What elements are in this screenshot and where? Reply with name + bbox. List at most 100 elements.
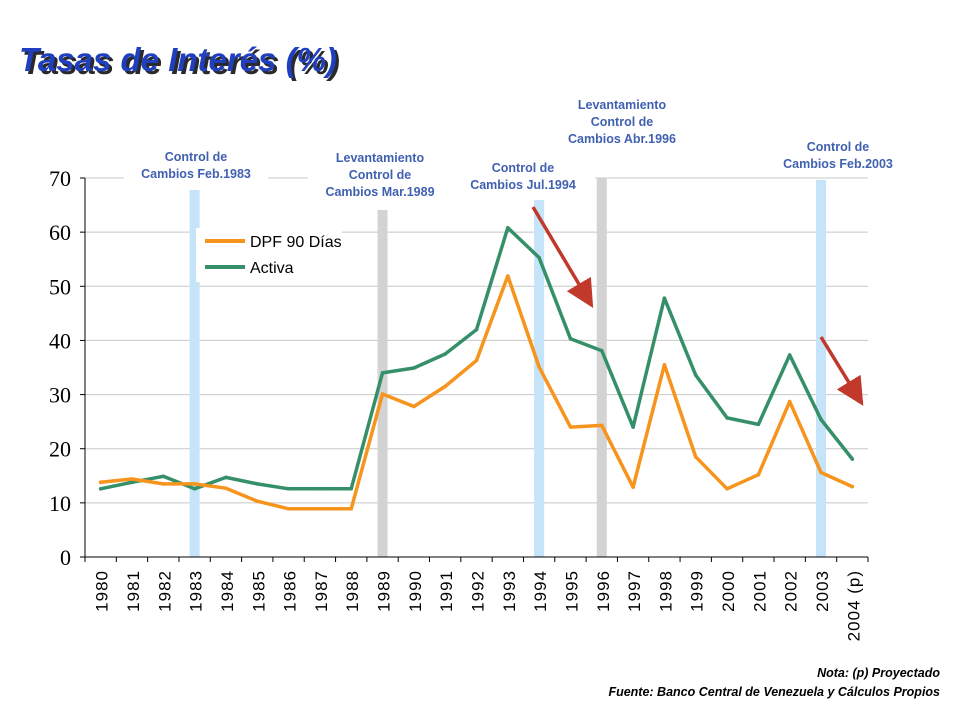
highlight-bands <box>189 178 827 557</box>
source-note: Fuente: Banco Central de Venezuela y Cál… <box>608 685 940 699</box>
x-tick-label: 1990 <box>406 570 425 612</box>
x-tick-label: 1995 <box>562 570 581 612</box>
annotation-label-1983: Cambios Feb.1983 <box>141 167 251 181</box>
annotation-label-1996: Levantamiento <box>578 98 667 112</box>
data-point <box>224 475 228 480</box>
data-point <box>662 362 667 367</box>
data-point <box>725 416 729 420</box>
legend-label-DPF 90 Días: DPF 90 Días <box>250 234 342 251</box>
chart-title: Tasas de Interés (%) <box>19 41 337 78</box>
data-point <box>255 482 260 486</box>
y-tick-label: 50 <box>49 274 71 299</box>
data-point <box>224 486 228 491</box>
data-point <box>286 507 291 511</box>
x-tick-label: 2002 <box>782 570 801 612</box>
data-point <box>192 482 197 486</box>
y-tick-label: 0 <box>60 545 71 570</box>
data-point <box>130 480 134 485</box>
annotation-bg <box>451 159 595 195</box>
annotation-label-1994: Cambios Jul.1994 <box>470 178 576 192</box>
footnote: Nota: (p) Proyectado <box>817 666 940 680</box>
data-point <box>599 348 604 353</box>
trend-arrows <box>531 206 864 406</box>
x-tick-label: 1999 <box>688 570 707 612</box>
trend-arrow-2003 <box>819 336 864 406</box>
data-point <box>192 486 197 491</box>
x-tick-label: 1993 <box>500 570 519 612</box>
x-tick-label: 1981 <box>124 570 143 612</box>
footer: Nota: (p) Proyectado Fuente: Banco Centr… <box>608 666 940 699</box>
data-point <box>380 392 385 396</box>
annotation-label-1989: Levantamiento <box>336 151 425 165</box>
data-point <box>349 486 354 491</box>
data-point <box>380 371 385 375</box>
data-point <box>631 485 635 489</box>
x-tick-label: 1988 <box>343 570 362 612</box>
y-tick-label: 30 <box>49 383 71 408</box>
data-point <box>787 399 792 404</box>
data-point <box>474 327 479 332</box>
annotation-label-1989: Control de <box>349 168 412 182</box>
annotation-label-2003: Control de <box>807 140 870 154</box>
x-tick-label: 2000 <box>719 570 738 612</box>
x-tick-label: 2003 <box>813 570 832 612</box>
x-tick-label: 1998 <box>656 570 675 612</box>
highlight-band-2003 <box>816 180 827 557</box>
y-tick-label: 40 <box>49 328 71 353</box>
annotation-bg <box>124 148 268 184</box>
annotation-label-2003: Cambios Feb.2003 <box>783 157 893 171</box>
annotation-label-1996: Cambios Abr.1996 <box>568 132 676 146</box>
x-tick-label: 1991 <box>437 570 456 612</box>
highlight-band-1989 <box>377 210 388 557</box>
data-point <box>568 425 573 429</box>
annotation-bg <box>550 96 694 149</box>
data-point <box>819 470 823 475</box>
data-point <box>161 482 166 486</box>
data-point <box>756 472 761 477</box>
data-point <box>506 226 510 230</box>
data-point <box>568 337 573 341</box>
data-point <box>130 477 134 481</box>
y-tick-label: 70 <box>49 166 71 191</box>
annotations: Control de Cambios Feb.1983 Levantamiento C… <box>124 96 910 202</box>
data-point <box>318 507 322 511</box>
data-point <box>443 384 447 389</box>
data-point <box>98 486 103 491</box>
data-point <box>537 365 541 369</box>
x-tick-label: 1987 <box>312 570 331 612</box>
data-point <box>474 358 479 363</box>
x-tick-label: 1982 <box>155 570 174 612</box>
x-tick-label: 2004 (p) <box>844 570 863 641</box>
data-point <box>412 404 416 409</box>
x-tick-label: 1996 <box>594 570 613 612</box>
y-tick-label: 20 <box>49 437 71 462</box>
data-point <box>693 455 698 459</box>
x-tick-label: 1980 <box>93 570 112 612</box>
data-point <box>819 417 823 422</box>
series-lines <box>98 226 855 511</box>
axes <box>80 177 869 562</box>
data-point <box>756 422 761 427</box>
annotation-label-1994: Control de <box>492 161 555 175</box>
data-point <box>443 352 447 356</box>
data-point <box>631 425 635 429</box>
data-point <box>693 373 698 377</box>
data-point <box>725 486 729 491</box>
annotation-label-1996: Control de <box>591 115 654 129</box>
y-tick-labels: 0 10 20 30 40 50 60 70 <box>49 166 71 570</box>
chart-title-shadow: Tasas de Interés (%) <box>22 44 340 81</box>
x-tick-label: 1994 <box>531 570 550 612</box>
data-point <box>599 423 604 428</box>
data-point <box>537 255 541 260</box>
legend-label-Activa: Activa <box>250 260 294 277</box>
y-tick-label: 10 <box>49 491 71 516</box>
x-tick-label: 1983 <box>187 570 206 612</box>
data-point <box>98 480 103 485</box>
annotation-bg <box>766 138 910 174</box>
x-tick-labels: 1980 1981 1982 1983 1984 1985 1986 1987 1988 1989… <box>93 570 864 641</box>
data-point <box>412 366 416 370</box>
x-tick-label: 1985 <box>249 570 268 612</box>
y-tick-label: 60 <box>49 220 71 245</box>
x-tick-label: 2001 <box>750 570 769 612</box>
